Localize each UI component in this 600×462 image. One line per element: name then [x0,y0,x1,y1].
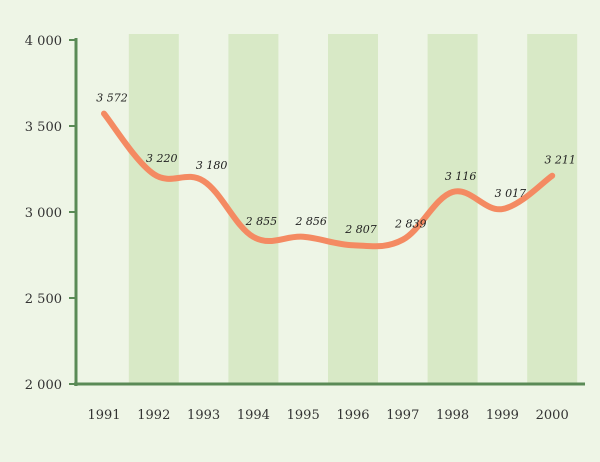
x-axis-ticks: 1991 1992 1993 1994 1995 1996 1997 1998 1999 2000 [87,408,568,423]
data-label-1998: 3 116 [445,170,477,183]
data-label-1993: 3 180 [196,159,228,172]
band-1992 [128,34,179,384]
x-tick-label-2000: 2000 [536,408,569,423]
series-path [101,110,556,250]
x-tick-label-1997: 1997 [386,408,419,423]
band-1994 [228,34,279,384]
data-label-1996: 2 807 [344,223,377,236]
y-tick-label-3500: 3 500 [25,120,62,135]
x-tick-label-1992: 1992 [137,408,170,423]
y-tick-label-2000: 2 000 [25,378,62,393]
x-tick-label-1998: 1998 [436,408,469,423]
x-tick-label-1995: 1995 [287,408,320,423]
x-tick-label-1993: 1993 [187,408,220,423]
y-axis-ticks: 2 000 2 500 3 000 3 500 4 000 [25,34,76,393]
data-label-2000: 3 211 [544,154,576,167]
data-label-1992: 3 220 [146,152,178,165]
y-tick-label-4000: 4 000 [25,34,62,49]
data-label-1999: 3 017 [495,187,527,200]
x-tick-label-1999: 1999 [486,408,519,423]
x-tick-label-1996: 1996 [336,408,369,423]
data-label-1997: 2 839 [394,218,427,231]
x-tick-label-1994: 1994 [237,408,270,423]
data-label-1994: 2 855 [245,215,278,228]
y-tick-label-3000: 3 000 [25,206,62,221]
series-line [101,110,556,250]
data-label-1991: 3 572 [96,92,128,105]
band-1996 [328,34,378,384]
y-tick-label-2500: 2 500 [25,292,62,307]
data-labels: 3 572 3 220 3 180 2 855 2 856 2 807 2 839 3 116… [96,92,576,237]
x-tick-label-1991: 1991 [87,408,120,423]
band-2000 [527,34,578,384]
data-label-1995: 2 856 [294,215,327,228]
background-bands [128,34,578,384]
